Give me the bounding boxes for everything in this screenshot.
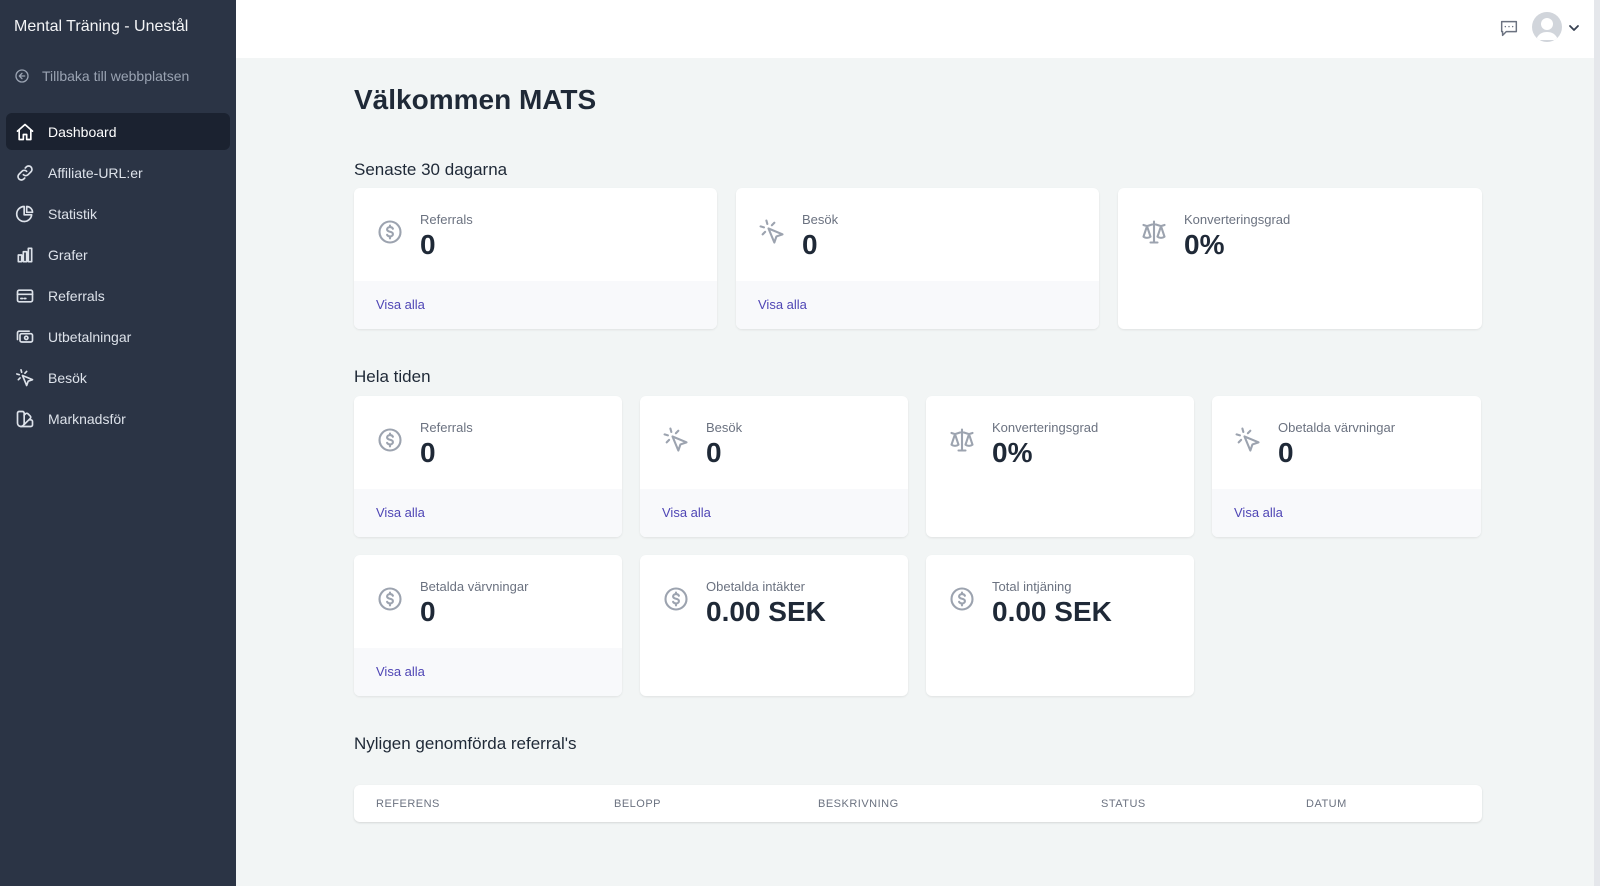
stat-label: Obetalda värvningar: [1278, 420, 1396, 435]
page-title: Välkommen MATS: [354, 84, 597, 115]
view-all-link[interactable]: Visa alla: [376, 664, 425, 679]
chat-icon[interactable]: [1498, 17, 1520, 39]
stat-card-conversion-all: Konverteringsgrad 0%: [926, 396, 1194, 537]
stat-card-paid-referrals: Betalda värvningar 0 Visa alla: [354, 555, 622, 696]
view-all-link[interactable]: Visa alla: [376, 505, 425, 520]
card-footer: Visa alla: [354, 648, 622, 696]
cursor-click-icon: [759, 219, 784, 244]
stat-label: Konverteringsgrad: [992, 420, 1099, 435]
sidebar-item-dashboard[interactable]: Dashboard: [6, 113, 230, 150]
column-header-status[interactable]: STATUS: [1101, 798, 1146, 810]
sidebar-item-besok[interactable]: Besök: [6, 359, 230, 396]
card-footer: Visa alla: [1212, 489, 1481, 537]
column-header-datum[interactable]: DATUM: [1306, 798, 1347, 810]
cursor-click-icon: [15, 368, 34, 386]
section-title-last-30-days: Senaste 30 dagarna: [354, 160, 508, 179]
stat-card-besok-30d: Besök 0 Visa alla: [736, 188, 1099, 329]
view-all-link[interactable]: Visa alla: [1234, 505, 1283, 520]
stat-card-unpaid-earnings: Obetalda intäkter 0.00 SEK: [640, 555, 908, 696]
scale-icon: [1142, 220, 1166, 244]
view-all-link[interactable]: Visa alla: [376, 297, 425, 312]
sidebar-item-grafer[interactable]: Grafer: [6, 236, 230, 273]
sidebar-item-label: Utbetalningar: [48, 328, 132, 345]
sidebar-item-label: Grafer: [48, 246, 88, 263]
card-footer: Visa alla: [354, 489, 622, 537]
sidebar-item-label: Statistik: [48, 205, 98, 222]
stat-label: Betalda värvningar: [420, 579, 529, 594]
stat-value: 0: [706, 437, 722, 468]
dollar-circle-icon: [664, 587, 688, 611]
cursor-click-icon: [1235, 427, 1260, 452]
view-all-link[interactable]: Visa alla: [662, 505, 711, 520]
stat-card-besok-all: Besök 0 Visa alla: [640, 396, 908, 537]
card-footer: Visa alla: [736, 281, 1099, 329]
sidebar-item-label: Referrals: [48, 287, 105, 304]
section-title-recent-referrals: Nyligen genomförda referral's: [354, 734, 577, 753]
stat-value: 0: [420, 596, 436, 627]
stat-value: 0: [420, 229, 436, 260]
column-header-referens[interactable]: REFERENS: [376, 798, 440, 810]
arrow-circle-left-icon: [15, 69, 29, 83]
cash-icon: [16, 329, 34, 343]
app-title: Mental Träning - Unestål: [14, 18, 189, 35]
stat-label: Total intjäning: [992, 579, 1072, 594]
user-icon: [1536, 18, 1558, 40]
home-icon: [16, 123, 34, 140]
stat-label: Referrals: [420, 212, 473, 227]
stat-card-referrals-30d: Referrals 0 Visa alla: [354, 188, 717, 329]
stat-value: 0: [420, 437, 436, 468]
color-swatch-icon: [16, 410, 34, 427]
back-link-label: Tillbaka till webbplatsen: [42, 68, 190, 84]
back-to-site-link[interactable]: Tillbaka till webbplatsen: [14, 68, 189, 84]
sidebar: Mental Träning - Unestål Tillbaka till w…: [0, 0, 236, 886]
stat-value: 0: [802, 229, 818, 260]
stat-card-unpaid-referrals: Obetalda värvningar 0 Visa alla: [1212, 396, 1481, 537]
recent-referrals-table: REFERENS BELOPP BESKRIVNING STATUS DATUM: [354, 785, 1482, 822]
card-footer: Visa alla: [640, 489, 908, 537]
dollar-circle-icon: [378, 587, 402, 611]
pie-chart-icon: [15, 205, 34, 222]
stat-value: 0.00 SEK: [992, 596, 1112, 627]
scrollbar[interactable]: [1594, 0, 1600, 886]
chevron-down-icon[interactable]: [1568, 22, 1580, 34]
dollar-circle-icon: [378, 220, 402, 244]
stat-value: 0.00 SEK: [706, 596, 826, 627]
stat-label: Obetalda intäkter: [706, 579, 806, 594]
stat-value: 0%: [1184, 229, 1225, 260]
stat-card-referrals-all: Referrals 0 Visa alla: [354, 396, 622, 537]
stat-card-total-earnings: Total intjäning 0.00 SEK: [926, 555, 1194, 696]
stat-label: Referrals: [420, 420, 473, 435]
stat-label: Konverteringsgrad: [1184, 212, 1291, 227]
link-icon: [17, 164, 33, 181]
stat-value: 0%: [992, 437, 1033, 468]
sidebar-item-referrals[interactable]: Referrals: [6, 277, 230, 314]
credit-card-icon: [16, 288, 34, 303]
sidebar-item-label: Marknadsför: [48, 410, 126, 427]
avatar[interactable]: [1532, 12, 1562, 42]
stat-card-conversion-30d: Konverteringsgrad 0%: [1118, 188, 1482, 329]
sidebar-item-statistik[interactable]: Statistik: [6, 195, 230, 232]
top-bar: [236, 0, 1600, 58]
scale-icon: [950, 428, 974, 452]
column-header-belopp[interactable]: BELOPP: [614, 798, 662, 810]
sidebar-item-utbetalningar[interactable]: Utbetalningar: [6, 318, 230, 355]
stat-label: Besök: [802, 212, 839, 227]
dollar-circle-icon: [950, 587, 974, 611]
view-all-link[interactable]: Visa alla: [758, 297, 807, 312]
bar-chart-icon: [17, 247, 33, 262]
stat-label: Besök: [706, 420, 743, 435]
dollar-circle-icon: [378, 428, 402, 452]
section-title-all-time: Hela tiden: [354, 367, 431, 386]
stat-value: 0: [1278, 437, 1294, 468]
cursor-click-icon: [663, 427, 688, 452]
sidebar-item-marknadsfor[interactable]: Marknadsför: [6, 400, 230, 437]
card-footer: Visa alla: [354, 281, 717, 329]
sidebar-nav: Dashboard Affiliate-URL:er Statistik Gra…: [6, 113, 230, 441]
sidebar-item-label: Dashboard: [48, 123, 117, 140]
column-header-beskrivning[interactable]: BESKRIVNING: [818, 798, 899, 810]
sidebar-item-label: Besök: [48, 369, 87, 386]
main-content: Välkommen MATS Senaste 30 dagarna Referr…: [236, 0, 1600, 886]
sidebar-item-affiliate-urls[interactable]: Affiliate-URL:er: [6, 154, 230, 191]
sidebar-item-label: Affiliate-URL:er: [48, 164, 143, 181]
